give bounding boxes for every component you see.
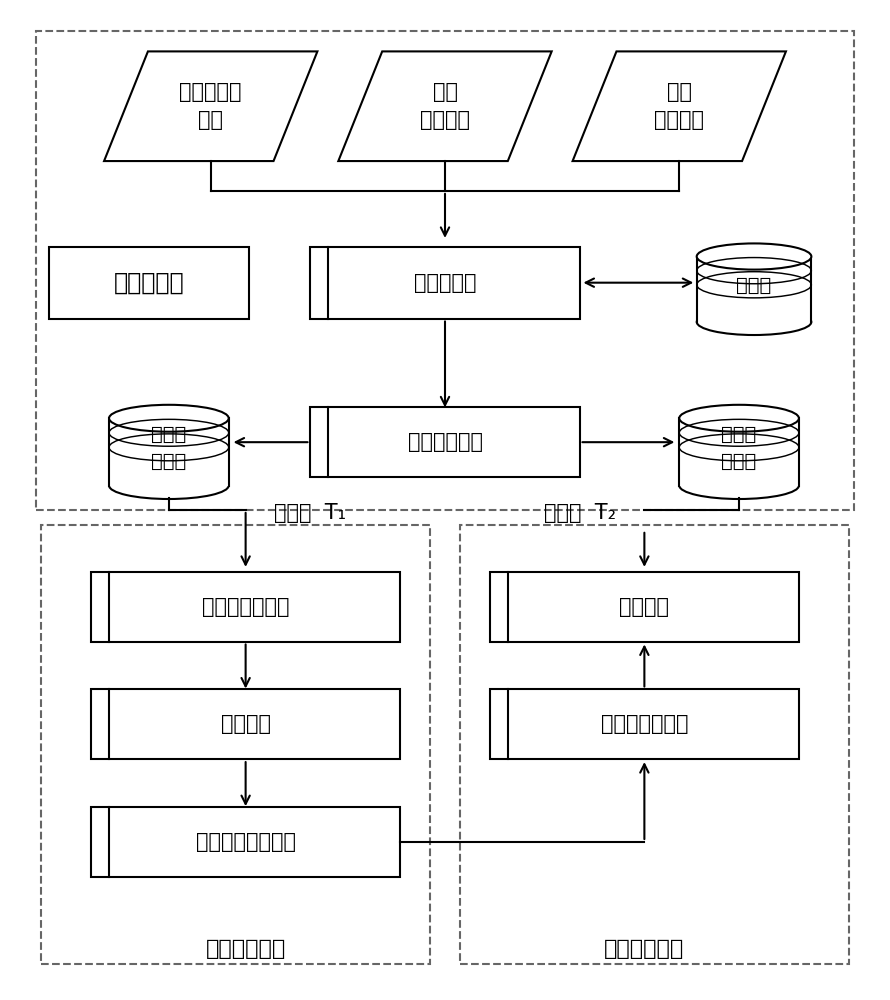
Text: 训练最后一层网络: 训练最后一层网络: [196, 832, 295, 852]
Text: 静态
环境变量: 静态 环境变量: [654, 82, 704, 130]
Text: 时间：  T₂: 时间： T₂: [544, 503, 616, 523]
Ellipse shape: [697, 309, 812, 335]
Bar: [109, 418, 229, 486]
Bar: [91, 807, 400, 877]
Text: 数据归一化: 数据归一化: [414, 273, 476, 293]
Polygon shape: [104, 51, 318, 161]
Text: 精度评价: 精度评价: [619, 597, 669, 617]
Bar: [36, 31, 854, 510]
Bar: [460, 525, 849, 964]
Bar: [311, 407, 579, 477]
Bar: [91, 572, 400, 642]
Bar: [697, 257, 812, 322]
Bar: [311, 247, 579, 319]
Bar: [41, 525, 430, 964]
Text: 训练玻尔兹曼机: 训练玻尔兹曼机: [202, 597, 289, 617]
Polygon shape: [338, 51, 552, 161]
Text: 训练样
本点集: 训练样 本点集: [151, 425, 187, 471]
Polygon shape: [572, 51, 786, 161]
Bar: [490, 572, 799, 642]
Text: 权重微调: 权重微调: [221, 714, 271, 734]
Ellipse shape: [109, 472, 229, 499]
Ellipse shape: [109, 405, 229, 432]
Bar: [91, 689, 400, 759]
Bar: [490, 689, 799, 759]
Ellipse shape: [679, 405, 799, 432]
Text: 数据库: 数据库: [736, 276, 772, 295]
Text: 数据集合选取: 数据集合选取: [408, 432, 482, 452]
Text: 规则获取阶段: 规则获取阶段: [206, 939, 286, 959]
Text: 验证样
本点集: 验证样 本点集: [722, 425, 756, 471]
Text: 土壤含水量
数据: 土壤含水量 数据: [180, 82, 242, 130]
Text: 动态
环境变量: 动态 环境变量: [420, 82, 470, 130]
Text: 预处理阶段: 预处理阶段: [114, 271, 184, 295]
Ellipse shape: [679, 472, 799, 499]
Text: 预测土壤含水量: 预测土壤含水量: [601, 714, 688, 734]
Bar: [49, 247, 248, 319]
Text: 模型评价阶段: 模型评价阶段: [604, 939, 684, 959]
Bar: [679, 418, 799, 486]
Text: 时间：  T₁: 时间： T₁: [274, 503, 346, 523]
Ellipse shape: [697, 243, 812, 270]
